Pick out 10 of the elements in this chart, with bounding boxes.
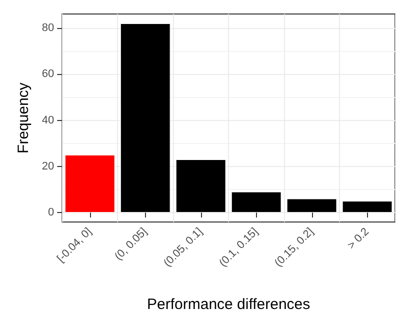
y-tick-label: 0	[48, 206, 54, 219]
bar	[286, 198, 337, 213]
y-axis-title: Frequency	[15, 82, 32, 154]
y-tick-label: 40	[42, 114, 54, 126]
bar	[342, 201, 392, 213]
y-tick-label: 80	[42, 22, 54, 34]
y-tick-label: 60	[42, 68, 54, 80]
x-tick-label: > 0.2	[346, 226, 372, 252]
x-axis-title: Performance differences	[146, 296, 310, 313]
y-tick-label: 20	[42, 160, 54, 172]
